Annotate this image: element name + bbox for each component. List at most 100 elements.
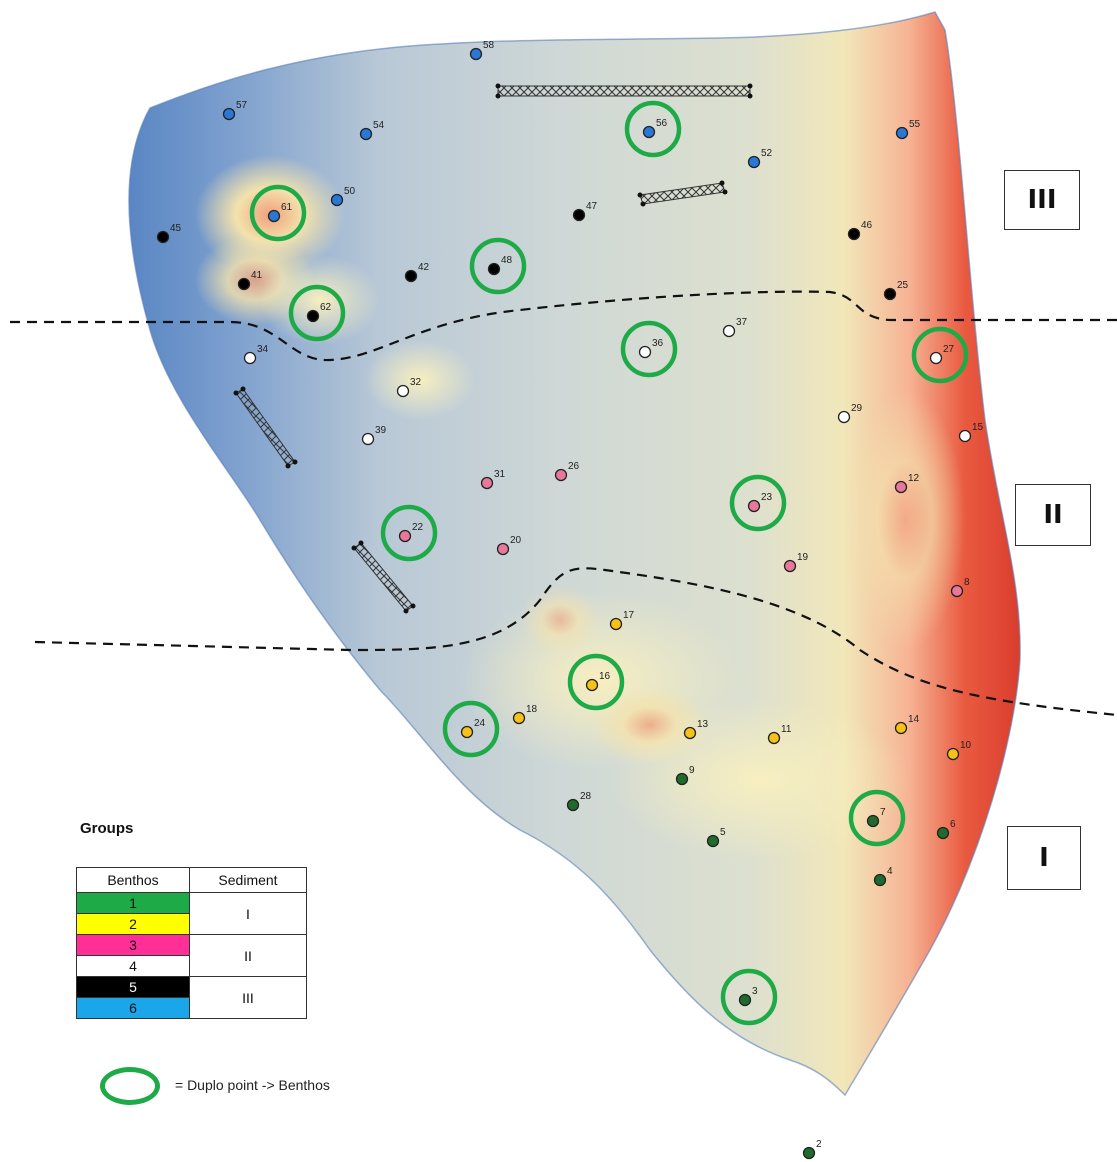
sample-label-11: 11 <box>781 724 792 735</box>
sample-point-29: 29 <box>837 403 863 424</box>
duplo-ring-61 <box>249 184 307 242</box>
sample-label-52: 52 <box>761 148 773 159</box>
sample-point-58: 58 <box>469 40 495 61</box>
sample-dot-4 <box>873 873 887 887</box>
duplo-ring-36 <box>620 320 678 378</box>
legend-benthos-6: 6 <box>76 997 190 1019</box>
sample-dot-5 <box>706 834 720 848</box>
sample-dot-15 <box>958 429 972 443</box>
sample-point-62: 62 <box>288 284 346 342</box>
duplo-ring-22 <box>380 504 438 562</box>
sample-label-34: 34 <box>257 344 269 355</box>
sample-point-24: 24 <box>442 700 500 758</box>
legend-sediment-i: I <box>189 892 307 935</box>
duplo-ring-27 <box>911 326 969 384</box>
sample-point-56: 56 <box>624 100 682 158</box>
sample-label-14: 14 <box>908 714 920 725</box>
duplo-ring-icon <box>100 1067 160 1105</box>
sample-dot-41 <box>237 277 251 291</box>
sample-point-31: 31 <box>480 469 506 490</box>
sample-label-23: 23 <box>761 492 773 503</box>
sample-dot-48 <box>487 262 501 276</box>
sample-dot-57 <box>222 107 236 121</box>
sample-point-7: 7 <box>848 789 906 847</box>
duplo-ring-48 <box>469 237 527 295</box>
sample-dot-10 <box>946 747 960 761</box>
sample-label-7: 7 <box>880 807 886 818</box>
sample-dot-9 <box>675 772 689 786</box>
sample-dot-6 <box>936 826 950 840</box>
sample-dot-19 <box>783 559 797 573</box>
sample-dot-36 <box>638 345 652 359</box>
sample-point-18: 18 <box>512 704 538 725</box>
hatched-structures <box>233 83 753 614</box>
duplo-ring-16 <box>567 653 625 711</box>
sample-dot-56 <box>642 125 656 139</box>
sample-label-15: 15 <box>972 422 984 433</box>
sample-point-8: 8 <box>950 577 970 598</box>
sample-dot-54 <box>359 127 373 141</box>
sample-dot-45 <box>156 230 170 244</box>
sample-label-58: 58 <box>483 40 495 51</box>
sample-label-42: 42 <box>418 262 430 273</box>
sample-dot-18 <box>512 711 526 725</box>
sample-dot-55 <box>895 126 909 140</box>
sample-label-46: 46 <box>861 220 873 231</box>
sample-point-32: 32 <box>396 377 422 398</box>
sample-point-3: 3 <box>720 968 778 1026</box>
sample-dot-11 <box>767 731 781 745</box>
sample-label-56: 56 <box>656 118 668 129</box>
sample-dot-61 <box>267 209 281 223</box>
sample-dot-20 <box>496 542 510 556</box>
sample-dot-23 <box>747 499 761 513</box>
sample-label-26: 26 <box>568 461 580 472</box>
sample-dot-52 <box>747 155 761 169</box>
sample-label-2: 2 <box>816 1139 822 1150</box>
sample-point-46: 46 <box>847 220 873 241</box>
sample-point-57: 57 <box>222 100 248 121</box>
legend-header-benthos: Benthos <box>76 867 190 893</box>
sample-point-27: 27 <box>911 326 969 384</box>
sample-point-23: 23 <box>729 474 787 532</box>
sample-dot-24 <box>460 725 474 739</box>
duplo-ring-3 <box>720 968 778 1026</box>
sample-label-13: 13 <box>697 719 709 730</box>
sample-dot-22 <box>398 529 412 543</box>
sample-point-42: 42 <box>404 262 430 283</box>
sample-label-22: 22 <box>412 522 424 533</box>
legend-header-sediment: Sediment <box>189 867 307 893</box>
sample-dot-13 <box>683 726 697 740</box>
duplo-ring-62 <box>288 284 346 342</box>
sample-label-17: 17 <box>623 610 635 621</box>
sample-label-9: 9 <box>689 765 695 776</box>
duplo-ring-24 <box>442 700 500 758</box>
sample-dot-50 <box>330 193 344 207</box>
sample-point-15: 15 <box>958 422 984 443</box>
legend-benthos-3: 3 <box>76 934 190 956</box>
sample-label-47: 47 <box>586 201 598 212</box>
sample-label-27: 27 <box>943 344 955 355</box>
sample-point-16: 16 <box>567 653 625 711</box>
legend-benthos-1: 1 <box>76 892 190 914</box>
sample-dot-12 <box>894 480 908 494</box>
duplo-ring-7 <box>848 789 906 847</box>
sample-point-11: 11 <box>767 724 792 745</box>
sample-point-54: 54 <box>359 120 385 141</box>
duplo-ring-56 <box>624 100 682 158</box>
sample-label-37: 37 <box>736 317 748 328</box>
sample-point-5: 5 <box>706 827 726 848</box>
sample-dot-25 <box>883 287 897 301</box>
sample-label-25: 25 <box>897 280 909 291</box>
sample-label-50: 50 <box>344 186 356 197</box>
sample-point-4: 4 <box>873 866 893 887</box>
sample-label-61: 61 <box>281 202 293 213</box>
legend-table: Benthos Sediment 1 I 2 3 II 4 5 III 6 <box>76 867 307 1019</box>
sample-point-2: 2 <box>802 1139 822 1160</box>
sample-point-45: 45 <box>156 223 182 244</box>
sample-point-22: 22 <box>380 504 438 562</box>
legend-benthos-2: 2 <box>76 913 190 935</box>
sample-dot-46 <box>847 227 861 241</box>
sample-point-28: 28 <box>566 791 592 812</box>
sample-label-6: 6 <box>950 819 956 830</box>
